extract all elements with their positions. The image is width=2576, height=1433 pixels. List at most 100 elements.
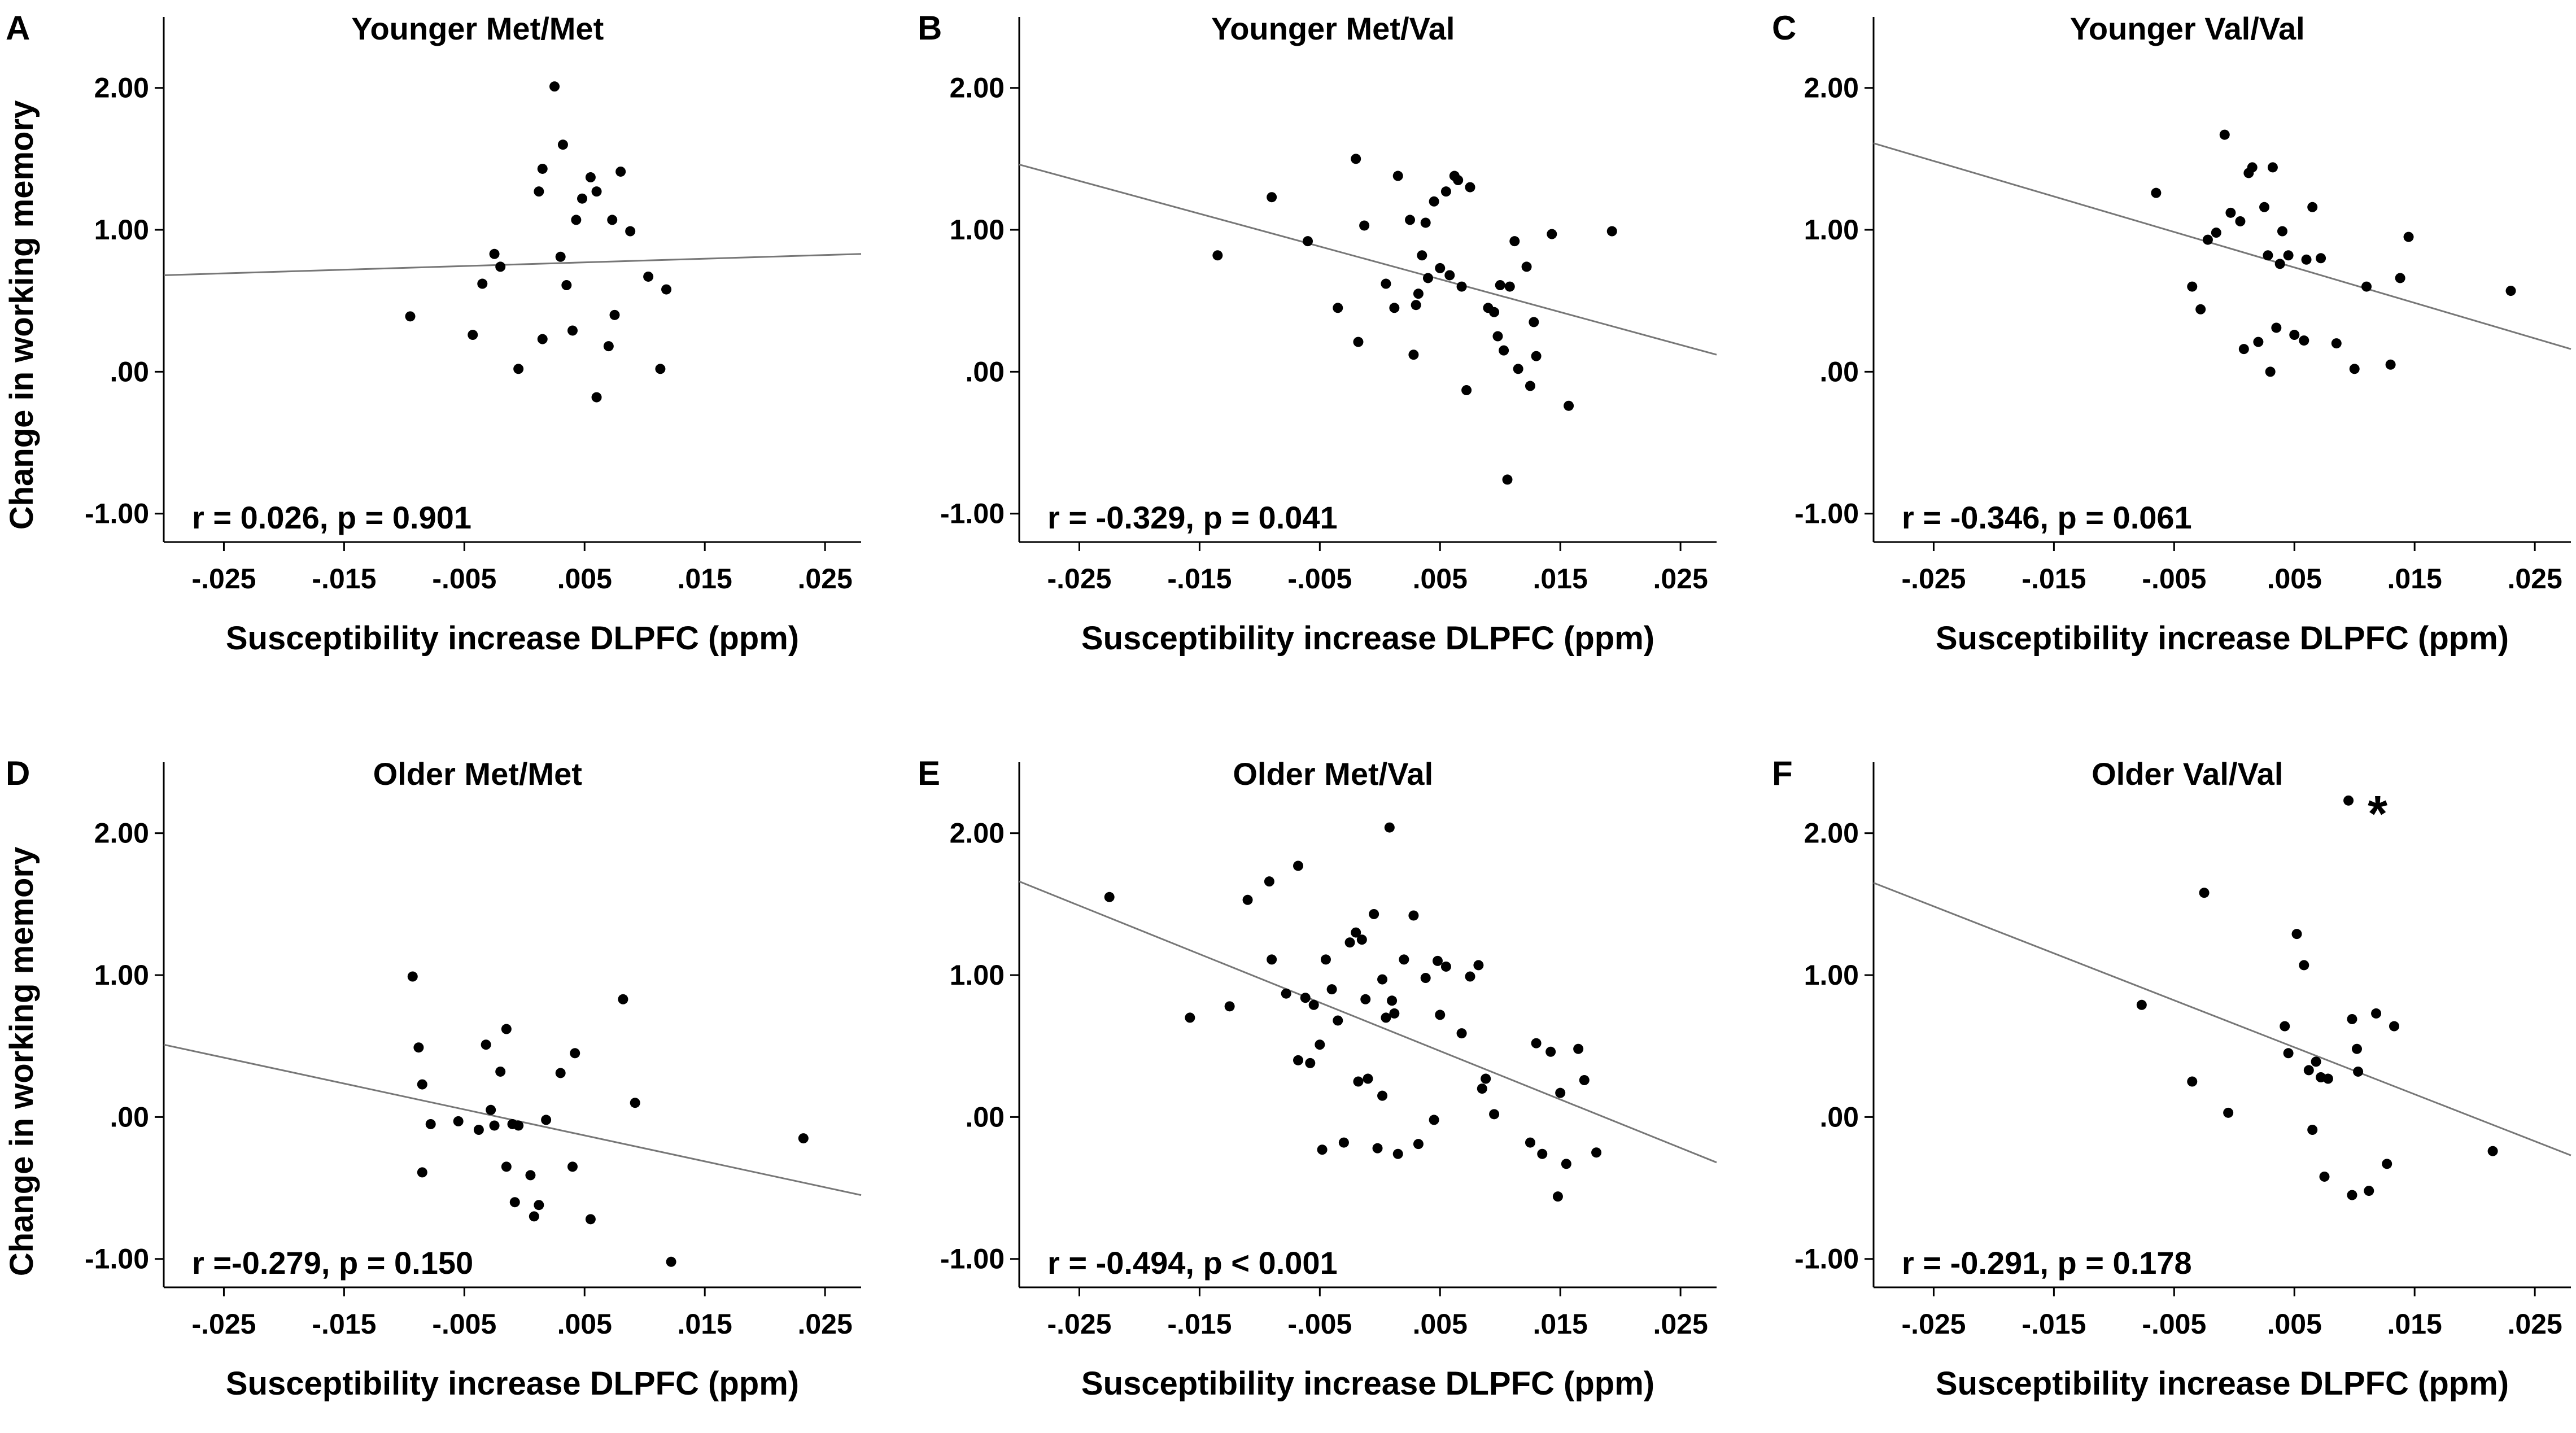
y-tick-label: 1.00 bbox=[950, 214, 1005, 246]
x-tick-label: -.005 bbox=[2142, 1308, 2206, 1340]
data-point bbox=[2382, 1159, 2392, 1169]
data-point bbox=[1308, 999, 1319, 1010]
data-point bbox=[1267, 192, 1277, 203]
data-point bbox=[2187, 1076, 2198, 1087]
data-point bbox=[1372, 1143, 1383, 1154]
data-point bbox=[1537, 1148, 1548, 1159]
panel-letter: E bbox=[918, 754, 940, 792]
x-tick-label: .025 bbox=[2507, 563, 2562, 595]
data-point bbox=[2347, 1190, 2357, 1200]
data-point bbox=[1212, 250, 1223, 261]
data-point bbox=[577, 193, 587, 204]
y-tick-label: -1.00 bbox=[1795, 1243, 1859, 1275]
data-point bbox=[1564, 400, 1574, 411]
data-point bbox=[468, 330, 478, 340]
data-point bbox=[1417, 250, 1427, 261]
y-tick-label: .00 bbox=[965, 1101, 1005, 1133]
data-point bbox=[1387, 995, 1398, 1006]
data-point bbox=[1281, 988, 1291, 999]
data-point bbox=[1521, 261, 1532, 272]
data-point bbox=[1461, 385, 1472, 396]
data-point bbox=[2487, 1146, 2498, 1156]
data-point bbox=[2253, 337, 2264, 347]
data-point bbox=[2311, 1056, 2321, 1067]
data-point bbox=[1320, 954, 1331, 965]
data-point bbox=[1531, 1038, 1542, 1048]
x-tick-label: -.015 bbox=[2021, 1308, 2086, 1340]
data-point bbox=[1389, 303, 1400, 313]
data-point bbox=[537, 334, 548, 344]
x-axis-label: Susceptibility increase DLPFC (ppm) bbox=[1081, 1365, 1654, 1402]
data-point bbox=[2301, 254, 2312, 265]
data-point bbox=[2322, 1073, 2333, 1084]
data-point bbox=[2395, 273, 2405, 283]
data-point bbox=[1399, 954, 1409, 965]
data-point bbox=[1504, 281, 1515, 292]
data-point bbox=[643, 271, 654, 282]
x-tick-label: -.015 bbox=[312, 1308, 376, 1340]
data-point bbox=[2351, 1043, 2362, 1054]
regression-line bbox=[1019, 163, 1717, 356]
x-tick-label: -.005 bbox=[1287, 563, 1352, 595]
panel-title: Younger Met/Val bbox=[1211, 11, 1455, 46]
data-point bbox=[1408, 910, 1419, 921]
data-point bbox=[618, 994, 628, 1004]
data-point bbox=[2289, 330, 2300, 340]
data-point bbox=[1495, 280, 1505, 291]
data-point bbox=[1264, 876, 1274, 887]
data-point bbox=[495, 1066, 506, 1077]
data-point bbox=[1363, 1073, 1373, 1084]
data-point bbox=[477, 278, 488, 289]
data-point bbox=[1555, 1087, 1566, 1098]
data-point bbox=[489, 1120, 500, 1131]
data-point bbox=[1489, 307, 1500, 317]
data-point bbox=[567, 325, 578, 336]
data-point bbox=[486, 1104, 496, 1115]
x-tick-label: .005 bbox=[2267, 1308, 2322, 1340]
data-point bbox=[1317, 1144, 1328, 1155]
data-point bbox=[1499, 345, 1509, 356]
data-point bbox=[534, 186, 544, 197]
y-tick-label: -1.00 bbox=[940, 1243, 1005, 1275]
data-point bbox=[1413, 289, 1424, 299]
data-point bbox=[1529, 317, 1539, 327]
data-point bbox=[495, 261, 506, 272]
data-point bbox=[1579, 1075, 1590, 1086]
data-point bbox=[1525, 1137, 1535, 1148]
figure-ylabel-bottom: Change in working memory bbox=[3, 847, 40, 1277]
x-tick-label: .015 bbox=[1533, 563, 1588, 595]
data-point bbox=[2361, 281, 2372, 292]
y-tick-label: -1.00 bbox=[1795, 498, 1859, 530]
data-point bbox=[661, 284, 672, 295]
data-point bbox=[798, 1133, 809, 1144]
data-point bbox=[1369, 908, 1379, 919]
data-point bbox=[2280, 1021, 2290, 1032]
x-tick-label: -.005 bbox=[432, 1308, 496, 1340]
data-point bbox=[2187, 281, 2198, 292]
x-tick-label: -.025 bbox=[1047, 1308, 1111, 1340]
data-point bbox=[2307, 202, 2318, 212]
data-point bbox=[1351, 927, 1361, 938]
panel-title: Older Met/Met bbox=[373, 756, 582, 792]
data-point bbox=[513, 364, 524, 374]
data-point bbox=[585, 172, 596, 183]
data-point bbox=[2199, 888, 2210, 898]
data-point bbox=[529, 1211, 539, 1222]
data-point bbox=[1381, 1012, 1391, 1023]
data-point bbox=[1573, 1043, 1584, 1054]
panel-title: Younger Val/Val bbox=[2070, 11, 2305, 46]
y-tick-label: 2.00 bbox=[94, 72, 149, 104]
y-tick-label: 1.00 bbox=[1804, 214, 1859, 246]
data-point bbox=[607, 215, 618, 225]
y-tick-label: 2.00 bbox=[1804, 72, 1859, 104]
regression-line bbox=[1873, 882, 2571, 1156]
data-point bbox=[1435, 263, 1446, 273]
y-tick-label: .00 bbox=[110, 356, 149, 387]
data-point bbox=[1389, 1008, 1400, 1019]
data-point bbox=[1453, 175, 1464, 186]
data-point bbox=[1440, 961, 1451, 972]
x-tick-label: -.025 bbox=[1047, 563, 1111, 595]
data-point bbox=[2347, 1013, 2357, 1024]
y-tick-label: 1.00 bbox=[1804, 959, 1859, 991]
data-point bbox=[666, 1256, 676, 1267]
